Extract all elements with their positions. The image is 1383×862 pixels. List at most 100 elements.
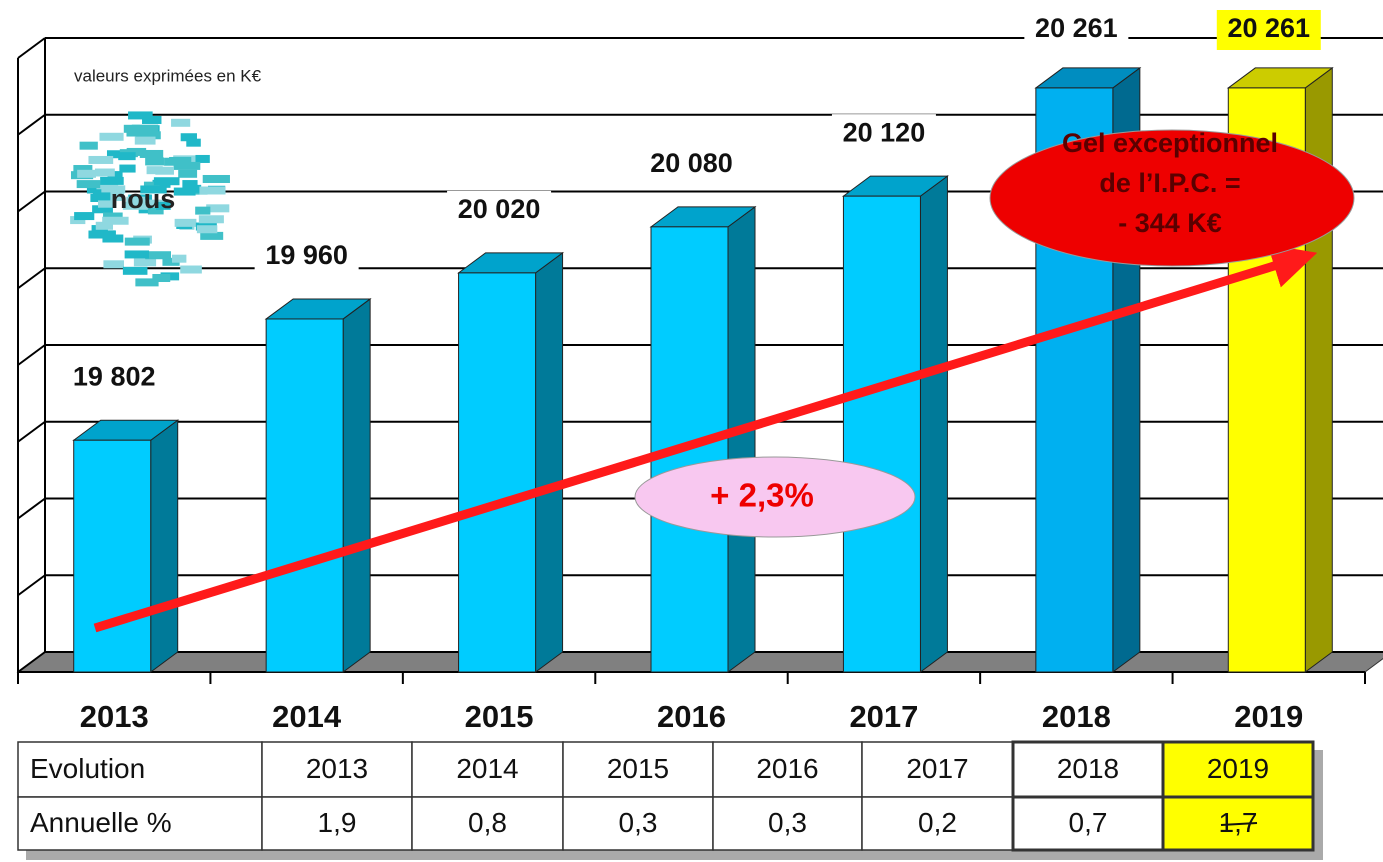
logo-tile [171, 254, 187, 263]
logo-tile [153, 177, 180, 186]
logo-tile [162, 257, 180, 266]
value-label-bg [831, 114, 936, 155]
logo-tile [199, 186, 226, 195]
table-cell [861, 741, 1014, 798]
table-cell [17, 796, 263, 851]
bar-side [727, 205, 756, 673]
tick-mark [17, 651, 46, 673]
logo-tile [173, 187, 196, 196]
logo-tile [94, 168, 115, 177]
logo-tile [139, 149, 164, 158]
callout-line: de l’I.P.C. = [1099, 168, 1240, 198]
table-cell [712, 741, 863, 798]
logo-tile [182, 180, 198, 189]
logo-tile [195, 154, 210, 163]
logo [70, 111, 230, 287]
logo-tile [143, 199, 167, 208]
subtitle: valeurs exprimées en K€ [74, 66, 262, 85]
logo-tile [135, 278, 159, 287]
logo-tile [109, 193, 125, 202]
table-text: 0,7 [1069, 807, 1108, 838]
logo-tile [155, 201, 171, 210]
bar-side [342, 297, 371, 673]
bar-side [919, 175, 948, 673]
logo-tile [180, 265, 202, 274]
logo-tile [77, 169, 96, 178]
logo-tile [133, 258, 157, 267]
logo-tile [118, 152, 136, 161]
table-text: Annuelle % [30, 807, 172, 838]
table-cell [712, 796, 863, 851]
tick-mark [17, 190, 46, 213]
x-tick-label: 2019 [1234, 699, 1303, 734]
x-tick-label: 2016 [657, 699, 726, 734]
tick-mark [17, 574, 46, 597]
logo-tile [86, 185, 115, 194]
logo-tile [88, 155, 114, 164]
logo-tile [88, 230, 116, 239]
table-cell [411, 796, 564, 851]
logo-text: nous [111, 184, 176, 214]
value-label-bg [1024, 10, 1129, 50]
x-tick-label: 2018 [1042, 699, 1111, 734]
logo-tile [126, 196, 145, 205]
logo-tile [101, 186, 117, 195]
table-text: 0,2 [918, 807, 957, 838]
table-text: 2017 [906, 753, 968, 784]
logo-tile [95, 221, 114, 230]
tick-mark [17, 497, 46, 520]
logo-tile [178, 169, 198, 178]
callout-line: - 344 K€ [1118, 208, 1222, 238]
logo-tile [202, 174, 230, 183]
logo-tile [126, 147, 147, 156]
logo-tile [145, 157, 164, 166]
logo-tile [171, 118, 191, 127]
bar [458, 272, 537, 673]
x-tick-label: 2017 [849, 699, 918, 734]
logo-tile [173, 161, 201, 170]
logo-tile [196, 225, 218, 234]
x-tick-label: 2015 [465, 699, 534, 734]
logo-tile [79, 141, 98, 150]
logo-tile [142, 115, 162, 124]
value-label: 20 261 [1035, 13, 1118, 43]
trend-label: + 2,3% [710, 477, 814, 514]
table-text: 0,3 [768, 807, 807, 838]
logo-tile [92, 192, 111, 201]
logo-tile [195, 206, 211, 215]
callout-bubble [989, 129, 1355, 267]
logo-tile [128, 111, 153, 120]
value-label-bg [1216, 10, 1321, 50]
logo-tile [122, 201, 150, 210]
trend-arrow [93, 244, 1318, 633]
logo-tile [70, 216, 86, 225]
logo-tile [119, 164, 136, 173]
logo-tile [186, 138, 201, 147]
logo-tile [155, 166, 174, 175]
value-label: 20 080 [650, 148, 733, 178]
logo-tile [174, 218, 197, 227]
logo-tile [147, 206, 164, 215]
logo-tile [200, 231, 224, 240]
value-label: 19 802 [73, 361, 156, 391]
value-label-bg [639, 144, 744, 185]
table-text: 2015 [607, 753, 669, 784]
trend-bubble [634, 456, 916, 538]
x-tick-label: 2014 [272, 699, 342, 734]
value-label: 20 261 [1227, 13, 1310, 43]
table-text: 0,3 [619, 807, 658, 838]
logo-tile [145, 251, 172, 260]
value-label-bg [254, 236, 359, 277]
x-tick-label: 2013 [80, 699, 149, 734]
value-label-bg [447, 190, 552, 231]
logo-tile [92, 205, 113, 214]
bar-side [150, 419, 179, 673]
logo-tile [99, 132, 124, 141]
bar [265, 318, 344, 673]
logo-tile [102, 216, 129, 225]
table-cell [562, 741, 714, 798]
logo-tile [100, 176, 124, 185]
tick-mark [17, 344, 46, 366]
callout-line: Gel exceptionnel [1062, 128, 1278, 158]
